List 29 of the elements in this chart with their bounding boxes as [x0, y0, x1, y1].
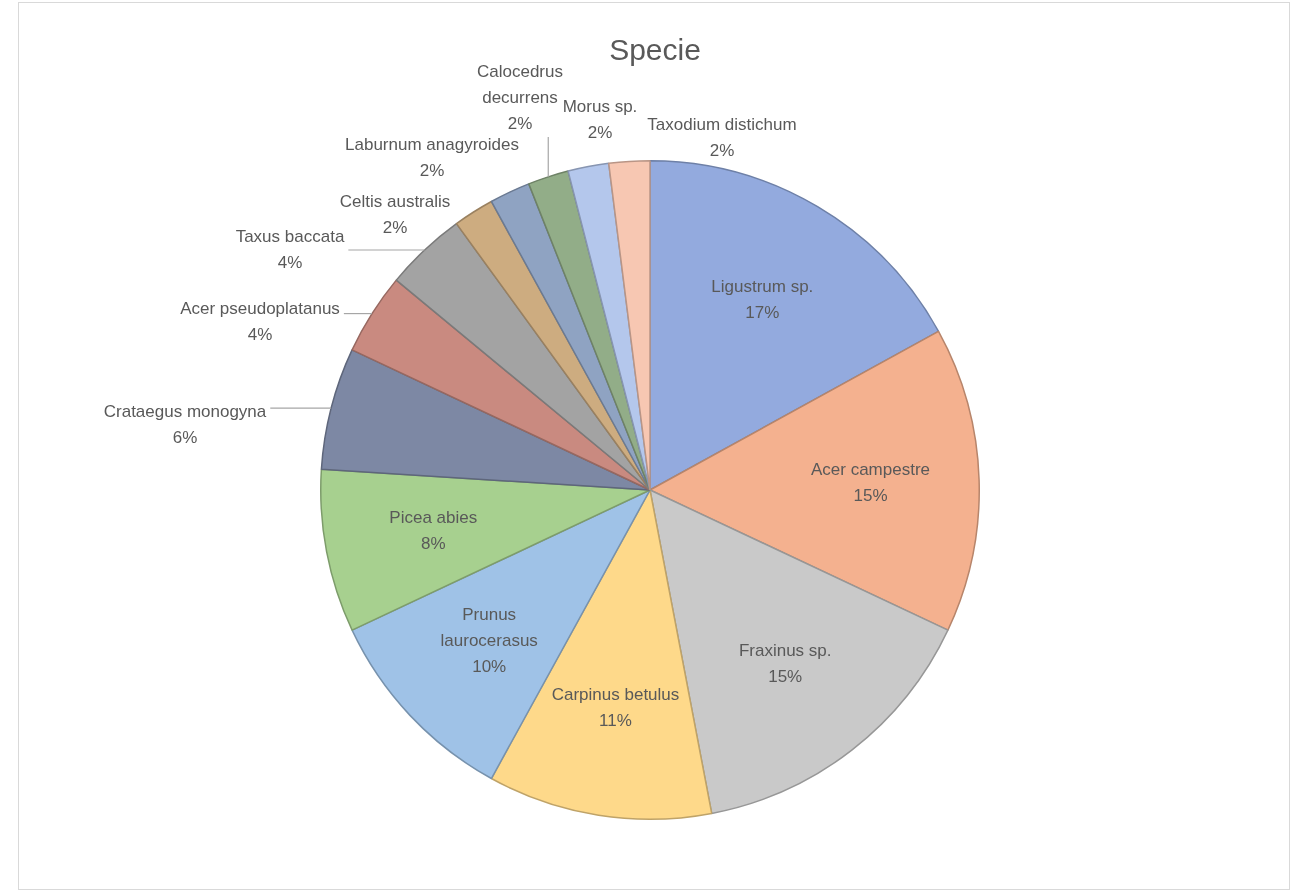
chart-title: Specie	[609, 33, 701, 67]
slice-label: Acer pseudoplatanus	[180, 298, 340, 318]
data-label: 10%	[472, 656, 507, 676]
data-label: 2%	[507, 113, 533, 133]
data-label: 4%	[247, 324, 273, 344]
data-label: 17%	[745, 302, 780, 322]
slice-label: Carpinus betulus	[551, 684, 680, 704]
data-label: 4%	[277, 252, 303, 272]
data-label: 2%	[709, 140, 735, 160]
slice-label: Taxus baccata	[235, 226, 345, 246]
slice-label: Ligustrum sp.	[711, 276, 814, 296]
data-label: 8%	[421, 534, 446, 554]
slice-label: Fraxinus sp.	[738, 640, 832, 660]
slice-label: Laburnum anagyroides	[345, 134, 519, 154]
data-label: 11%	[599, 710, 632, 730]
slice-label: Calocedrus decurrens	[477, 61, 563, 107]
data-label: 2%	[419, 160, 445, 180]
data-label: 6%	[172, 427, 198, 447]
slice-label: Crataegus monogyna	[103, 401, 267, 421]
data-label: 2%	[587, 122, 613, 142]
data-label: 15%	[768, 666, 803, 686]
slice-label: Taxodium distichum	[647, 114, 797, 134]
slice-label: Morus sp.	[562, 96, 638, 116]
data-label: 15%	[853, 485, 888, 505]
slice-label: Celtis australis	[339, 191, 451, 211]
slice-label: Prunus laurocerasus	[440, 604, 538, 650]
data-label: 2%	[382, 217, 408, 237]
slice-label: Acer campestre	[810, 459, 931, 479]
slice-label: Picea abies	[389, 508, 478, 528]
